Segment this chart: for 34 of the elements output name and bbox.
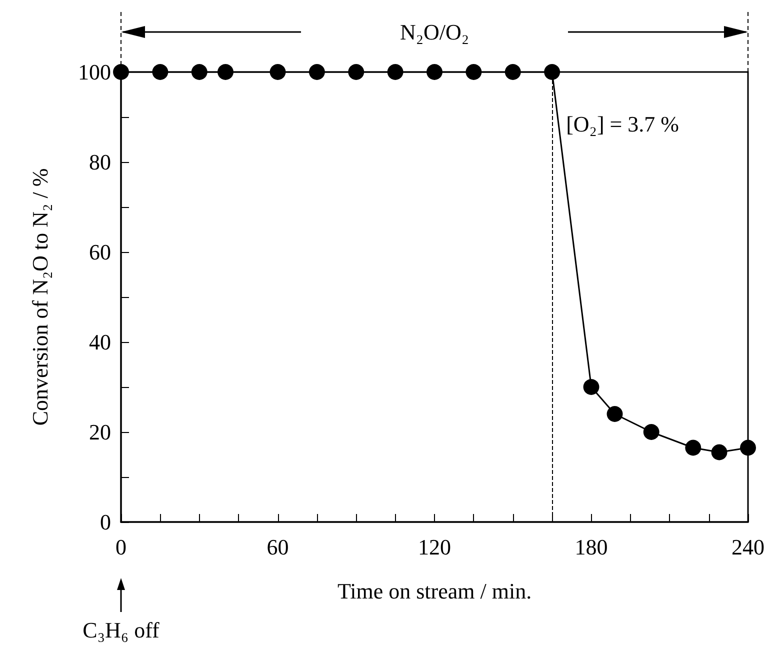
y-axis-title: Conversion of N₂O to N₂ / %: [28, 168, 52, 426]
annotation: [O₂] = 3.7 %: [566, 112, 680, 136]
point: [643, 424, 660, 440]
x-tick-label: 180: [574, 534, 608, 560]
point: [711, 444, 728, 460]
point: [308, 64, 325, 80]
y-tick-label: 0: [100, 510, 111, 534]
point: [387, 64, 404, 80]
point: [685, 440, 702, 456]
x-tick-label: 120: [418, 534, 451, 560]
text: C₃H₆ off: [82, 618, 160, 642]
point: [544, 64, 560, 80]
x-tick-label: 240: [732, 534, 764, 560]
x-tick-label: 60: [266, 534, 289, 560]
point: [218, 64, 234, 80]
point: [740, 440, 756, 456]
x-tick-label: 0: [116, 534, 126, 560]
point: [504, 64, 521, 80]
text: N₂O/O₂: [400, 20, 470, 44]
point: [113, 64, 129, 80]
y-tick-label: 60: [89, 240, 111, 264]
point: [348, 64, 364, 80]
y-tick-label: 80: [89, 150, 111, 174]
point: [466, 64, 482, 80]
point: [583, 379, 600, 395]
point: [191, 64, 208, 80]
point: [426, 64, 442, 80]
point: [606, 406, 623, 422]
point: [270, 64, 286, 80]
y-tick-label: 40: [89, 330, 111, 354]
y-tick-label: 100: [78, 60, 111, 84]
x-axis-title: Time on stream / min.: [337, 578, 532, 604]
point: [152, 64, 168, 80]
y-tick-label: 20: [89, 420, 111, 444]
